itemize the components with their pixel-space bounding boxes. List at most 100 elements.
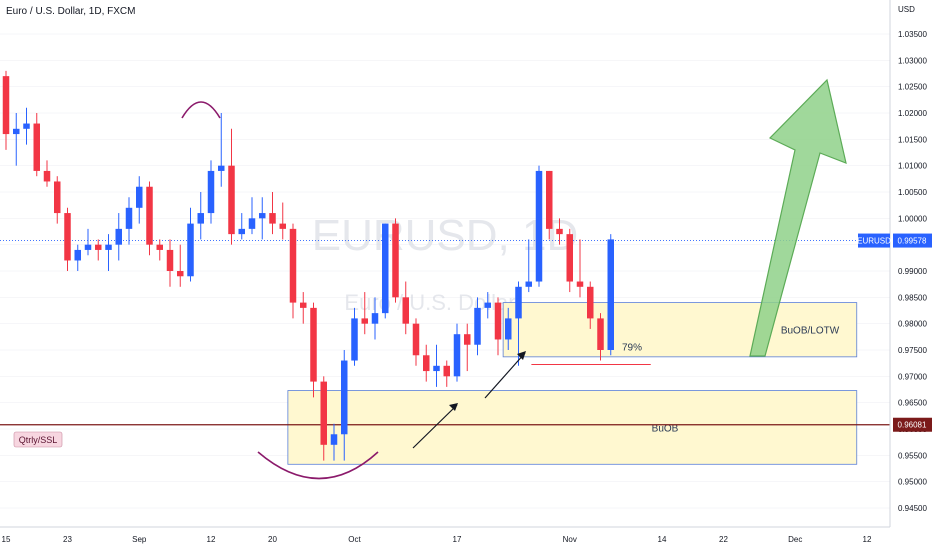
candle[interactable] [361, 292, 369, 335]
candle[interactable] [136, 176, 143, 224]
candle[interactable] [330, 423, 338, 461]
price-tick-label: 0.95000 [898, 478, 927, 487]
candle-body [259, 213, 266, 219]
candle-body [279, 223, 286, 229]
candle[interactable] [279, 202, 287, 240]
drawings [181, 78, 847, 480]
candle[interactable] [115, 213, 123, 261]
candle[interactable] [392, 218, 399, 303]
bottom-arc [257, 451, 379, 480]
candle[interactable] [289, 223, 297, 319]
price-tick-label: 1.01500 [898, 135, 927, 144]
candle[interactable] [228, 128, 235, 245]
candle[interactable] [443, 360, 451, 387]
candle[interactable] [43, 160, 51, 187]
candle[interactable] [33, 113, 41, 177]
candle[interactable] [238, 213, 246, 240]
candle[interactable] [74, 244, 82, 271]
candle[interactable] [576, 239, 584, 298]
candle-body [474, 307, 481, 345]
time-axis[interactable]: 15 23 Sep 12 20 Oct 17 Nov 14 22 Dec 12 [0, 526, 890, 544]
candle[interactable] [484, 292, 492, 319]
candle[interactable] [2, 70, 10, 150]
candle[interactable] [535, 165, 543, 287]
candle[interactable] [156, 239, 164, 261]
time-tick-label: 23 [63, 535, 72, 544]
candle-body [269, 213, 276, 224]
candle[interactable] [320, 376, 328, 461]
candle[interactable] [351, 307, 358, 366]
zone-label-1: BuOB [652, 423, 679, 434]
candle-body [412, 323, 420, 356]
candle[interactable] [166, 239, 174, 287]
time-tick-label: 15 [2, 535, 11, 544]
candle[interactable] [453, 323, 461, 382]
candle[interactable] [556, 218, 563, 245]
candle-body [43, 170, 51, 182]
candle[interactable] [146, 181, 153, 256]
candle[interactable] [515, 281, 522, 366]
candle[interactable] [607, 234, 615, 356]
time-tick-label: Sep [132, 535, 147, 544]
candle[interactable] [371, 297, 379, 340]
candle[interactable] [95, 239, 102, 261]
candle[interactable] [525, 239, 533, 293]
candle[interactable] [269, 192, 276, 235]
candle[interactable] [64, 207, 71, 271]
time-tick-label: 17 [453, 535, 462, 544]
candle[interactable] [13, 113, 20, 166]
candle[interactable] [587, 281, 594, 329]
candle[interactable] [341, 350, 348, 461]
candle-body [146, 186, 153, 245]
price-tick-label: 1.00000 [898, 214, 927, 223]
order-block-zones: BuOB/LOTW BuOB [287, 302, 858, 465]
watermark: EURUSD, 1D Euro / U.S. Dollar [312, 211, 579, 315]
candles[interactable] [2, 70, 615, 461]
candle-body [597, 318, 604, 350]
candle[interactable] [423, 344, 430, 382]
price-tick-label: 1.02500 [898, 83, 927, 92]
price-tick-label: 0.97000 [898, 372, 927, 381]
candle[interactable] [433, 344, 440, 387]
candle[interactable] [248, 197, 256, 235]
candle[interactable] [105, 234, 112, 271]
candle[interactable] [259, 197, 266, 240]
candle[interactable] [54, 176, 61, 224]
candle[interactable] [310, 302, 317, 398]
candle[interactable] [23, 107, 30, 145]
zone-0 [502, 302, 858, 358]
candle-body [2, 76, 10, 135]
price-axis[interactable]: 0.945000.950000.955000.960000.965000.970… [889, 0, 932, 550]
candle[interactable] [177, 244, 184, 287]
candle[interactable] [187, 207, 194, 282]
candle[interactable] [566, 228, 574, 293]
candle[interactable] [597, 313, 604, 361]
candle[interactable] [218, 113, 225, 187]
candle[interactable] [505, 307, 512, 350]
candle[interactable] [402, 281, 410, 335]
candle[interactable] [494, 297, 502, 356]
candle-body [607, 239, 614, 350]
candle[interactable] [546, 170, 553, 240]
candle[interactable] [474, 297, 481, 356]
watermark-description: Euro / U.S. Dollar [344, 290, 515, 315]
candle[interactable] [464, 323, 471, 372]
ssl-label: Qtrly/SSL [19, 435, 58, 445]
candle[interactable] [382, 223, 389, 319]
candle-body [464, 334, 471, 345]
candle-body [105, 244, 112, 250]
candle[interactable] [207, 160, 215, 224]
candle-body [423, 355, 430, 372]
candle[interactable] [125, 197, 133, 245]
candle[interactable] [84, 228, 92, 256]
price-tick-label: 0.96500 [898, 399, 927, 408]
trend-arrow-1-head [449, 403, 458, 411]
candle[interactable] [412, 318, 420, 366]
candle-body [207, 170, 215, 214]
candle[interactable] [197, 192, 205, 240]
candle-body [74, 249, 81, 261]
candle[interactable] [300, 292, 307, 324]
